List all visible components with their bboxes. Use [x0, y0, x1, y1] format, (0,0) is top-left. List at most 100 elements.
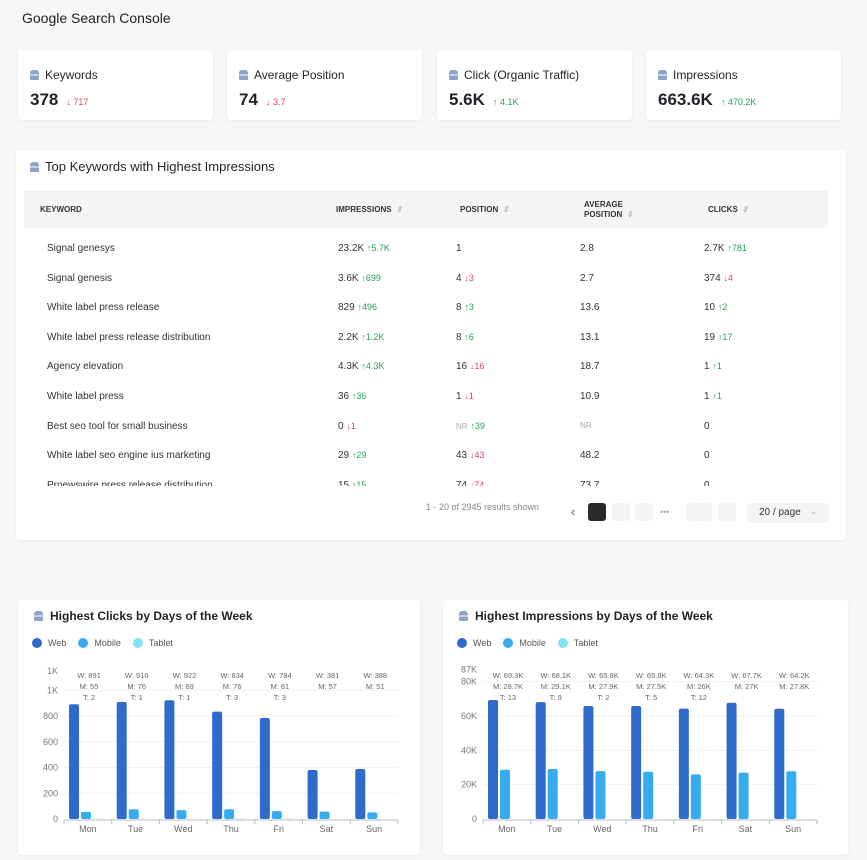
bar-mobile — [319, 811, 330, 819]
bar-mobile — [128, 809, 139, 819]
bar-chart: 0 200 400 600 800 1K 1K Mon W: 891 M: 55 T: 2 Tue W:… — [43, 666, 399, 834]
clicks-cell: 19 ↑17 — [704, 331, 733, 343]
bar-mobile — [786, 771, 797, 819]
bar-mobile — [547, 769, 558, 819]
legend-label[interactable]: Mobile — [94, 638, 121, 648]
bar-mobile — [81, 811, 91, 819]
bar-web — [259, 718, 270, 819]
x-tick-label: Wed — [593, 824, 611, 834]
delta: ↑6 — [464, 331, 474, 342]
y-tick-label: 1K — [47, 685, 58, 695]
delta: ↑1 — [712, 361, 722, 372]
page-1-button[interactable] — [588, 503, 606, 521]
arrow-up-icon: ↑ — [492, 97, 498, 107]
position-cell: 74 ↓74 — [456, 480, 484, 486]
gsc-icon — [239, 70, 248, 80]
stat-value: 74 — [239, 90, 258, 109]
legend-dot-tablet[interactable] — [132, 638, 143, 648]
col-average-position[interactable]: AVERAGE POSITION ⇕ — [584, 200, 633, 219]
x-tick-label: Thu — [642, 824, 658, 834]
page-last-button[interactable] — [686, 503, 712, 521]
arrow-down-icon: ↓ — [66, 97, 71, 107]
keyword-cell: Signal genesys — [47, 243, 115, 254]
page-2-button[interactable] — [612, 503, 630, 521]
y-tick-label: 400 — [43, 763, 58, 773]
impressions-cell: 2.2K ↑1.2K — [338, 331, 385, 343]
delta: ↑1.2K — [361, 331, 385, 342]
delta: ↑17 — [717, 331, 733, 342]
position-cell: 4 ↓3 — [456, 272, 474, 284]
col-position[interactable]: POSITION ⇕ — [460, 205, 509, 214]
data-label: M: 61 — [270, 682, 289, 691]
delta: ↓74 — [469, 479, 485, 486]
table-row[interactable]: Best seo tool for small business 0 ↓1 NR… — [24, 406, 828, 436]
x-tick-label: Tue — [128, 824, 143, 834]
legend-label[interactable]: Web — [48, 638, 67, 648]
next-page-button[interactable] — [718, 503, 736, 521]
col-keyword[interactable]: KEYWORD — [40, 205, 82, 214]
page-size-select[interactable]: 20 / page ⌄ — [747, 503, 829, 523]
clicks-cell: 1 ↑1 — [704, 361, 722, 373]
table-row[interactable]: Agency elevation 4.3K ↑4.3K 16 ↓16 18.7 … — [24, 346, 828, 376]
legend-dot-mobile[interactable] — [503, 638, 514, 648]
stat-delta: ↑ 470.2K — [720, 97, 757, 107]
bar-web — [69, 704, 79, 819]
legend-label[interactable]: Tablet — [573, 638, 598, 648]
delta: ↑2 — [717, 302, 728, 313]
bar-mobile — [367, 812, 378, 819]
data-label: M: 29.1K — [541, 682, 571, 691]
legend-dot-web[interactable] — [32, 638, 42, 648]
y-tick-label: 0 — [53, 814, 58, 824]
table-row[interactable]: Prnewswire press release distribution 15… — [24, 465, 828, 486]
legend-dot-web[interactable] — [457, 638, 467, 648]
y-tick-label: 600 — [43, 737, 58, 747]
position-cell: 16 ↓16 — [456, 361, 485, 373]
data-label: W: 388 — [363, 671, 387, 680]
table-row[interactable]: White label press release 829 ↑496 8 ↑3 … — [24, 287, 828, 317]
delta: ↓16 — [469, 361, 485, 372]
delta: ↑4.3K — [361, 361, 385, 372]
table-row[interactable]: White label press 36 ↑36 1 ↓1 10.9 1 ↑1 — [24, 376, 828, 406]
bar-web — [164, 700, 175, 819]
data-label: T: 3 — [226, 693, 238, 702]
legend-label[interactable]: Mobile — [519, 638, 546, 648]
page-3-button[interactable] — [635, 503, 653, 521]
bar-web — [355, 769, 366, 819]
data-label: W: 381 — [316, 671, 340, 680]
bar-mobile — [643, 771, 654, 819]
bar-web — [726, 702, 737, 819]
more-pages[interactable]: ••• — [660, 507, 670, 517]
bar-web — [535, 702, 546, 819]
data-label: T: 9 — [550, 693, 562, 702]
data-label: M: 27K — [735, 682, 759, 691]
gsc-icon — [30, 161, 39, 172]
keyword-cell: Agency elevation — [47, 361, 124, 373]
arrow-down-icon: ↓ — [265, 97, 271, 107]
sort-icon: ⇕ — [741, 205, 749, 214]
legend-label[interactable]: Web — [473, 638, 492, 648]
delta: ↑1 — [712, 390, 722, 401]
table-row[interactable]: Signal genesys 23.2K ↑5.7K 1 2.8 2.7K ↑7… — [24, 228, 828, 258]
table-row[interactable]: Signal genesis 3.6K ↑699 4 ↓3 2.7 374 ↓4 — [24, 258, 828, 288]
x-tick-label: Mon — [498, 824, 516, 834]
table-row[interactable]: White label seo engine ius marketing 29 … — [24, 435, 828, 465]
legend-dot-tablet[interactable] — [557, 638, 568, 648]
gsc-icon — [34, 611, 43, 621]
col-clicks[interactable]: CLICKS ⇕ — [708, 205, 749, 214]
keyword-cell: White label seo engine ius marketing — [47, 450, 211, 462]
clicks-cell: 2.7K ↑781 — [704, 243, 747, 254]
sort-icon: ⇕ — [626, 210, 633, 219]
prev-page-button[interactable]: ‹ — [564, 503, 582, 521]
table-row[interactable]: White label press release distribution 2… — [24, 317, 828, 347]
position-cell: 8 ↑6 — [456, 331, 474, 343]
delta: ↑29 — [351, 450, 367, 461]
y-tick-label: 87K — [461, 665, 477, 675]
col-impressions[interactable]: IMPRESSIONS ⇕ — [336, 205, 403, 214]
legend-label[interactable]: Tablet — [148, 638, 173, 648]
delta: ↓4 — [723, 272, 733, 283]
delta: ↓1 — [346, 420, 356, 431]
bar-mobile — [176, 810, 187, 819]
data-label: M: 57 — [318, 682, 337, 691]
data-label: W: 784 — [268, 671, 292, 680]
legend-dot-mobile[interactable] — [78, 638, 89, 648]
